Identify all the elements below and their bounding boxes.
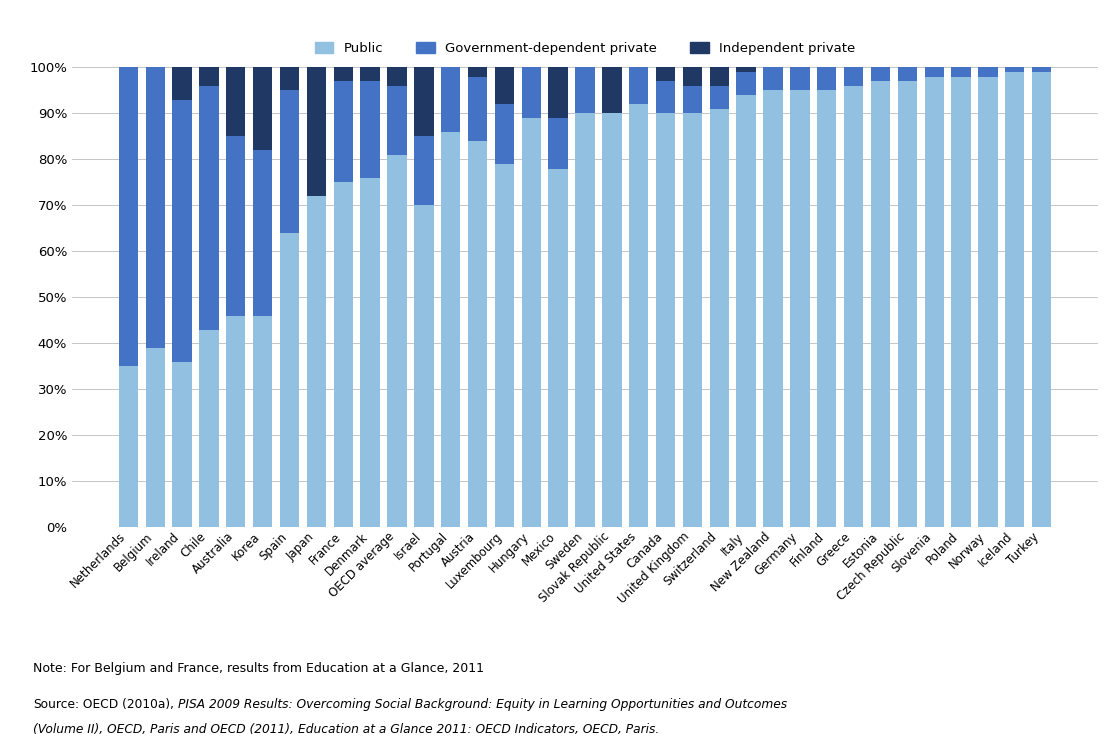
Bar <box>360 67 379 81</box>
Bar <box>871 81 891 527</box>
Text: Note: For Belgium and France, results from Education at a Glance, 2011: Note: For Belgium and France, results fr… <box>33 662 485 675</box>
Text: : OECD (2010a),: : OECD (2010a), <box>75 698 179 711</box>
Bar <box>602 113 621 527</box>
Bar <box>172 67 192 99</box>
Bar <box>226 67 245 136</box>
Bar <box>387 86 407 155</box>
Bar <box>119 367 138 527</box>
Bar <box>763 91 783 527</box>
Legend: Public, Government-dependent private, Independent private: Public, Government-dependent private, In… <box>309 37 861 61</box>
Bar <box>549 168 568 527</box>
Bar <box>279 67 299 91</box>
Bar <box>334 183 353 527</box>
Bar <box>307 67 326 196</box>
Bar <box>710 108 729 527</box>
Bar <box>200 86 218 330</box>
Bar <box>576 113 594 527</box>
Bar <box>844 86 863 527</box>
Bar <box>655 81 675 113</box>
Bar <box>602 67 621 113</box>
Bar <box>655 67 675 81</box>
Bar <box>172 99 192 362</box>
Bar <box>226 136 245 316</box>
Text: , OECD, Paris.: , OECD, Paris. <box>576 723 659 736</box>
Text: (Volume II), OECD, Paris and OECD (2011),: (Volume II), OECD, Paris and OECD (2011)… <box>33 723 298 736</box>
Bar <box>871 67 891 81</box>
Bar <box>925 67 944 76</box>
Bar <box>495 67 515 104</box>
Bar <box>576 67 594 113</box>
Bar <box>172 362 192 527</box>
Bar <box>279 91 299 233</box>
Bar <box>414 206 434 527</box>
Bar <box>200 67 218 86</box>
Bar <box>226 316 245 527</box>
Bar <box>145 67 165 348</box>
Bar <box>360 178 379 527</box>
Bar <box>791 67 810 91</box>
Bar <box>253 150 273 316</box>
Bar <box>119 67 138 367</box>
Bar <box>736 72 756 95</box>
Bar <box>495 164 515 527</box>
Bar <box>549 118 568 168</box>
Bar <box>629 67 649 104</box>
Bar <box>655 113 675 527</box>
Bar <box>468 76 487 141</box>
Bar <box>1005 72 1025 527</box>
Bar <box>387 67 407 86</box>
Bar <box>253 67 273 150</box>
Bar <box>629 104 649 527</box>
Bar <box>1005 67 1025 72</box>
Bar <box>468 67 487 76</box>
Bar <box>897 67 917 81</box>
Bar <box>414 67 434 136</box>
Bar <box>360 81 379 178</box>
Bar <box>791 91 810 527</box>
Bar <box>817 67 836 91</box>
Bar <box>1032 67 1051 72</box>
Bar <box>307 196 326 527</box>
Bar <box>521 67 541 118</box>
Bar <box>468 141 487 527</box>
Bar <box>279 233 299 527</box>
Bar <box>978 76 998 527</box>
Bar <box>710 67 729 86</box>
Bar <box>952 76 970 527</box>
Bar <box>844 67 863 86</box>
Bar <box>710 86 729 108</box>
Bar <box>1032 72 1051 527</box>
Text: PISA 2009 Results: Overcoming Social Background: Equity in Learning Opportunitie: PISA 2009 Results: Overcoming Social Bac… <box>179 698 787 711</box>
Bar <box>253 316 273 527</box>
Bar <box>334 67 353 81</box>
Bar <box>736 67 756 72</box>
Bar <box>441 132 460 527</box>
Bar <box>978 67 998 76</box>
Bar <box>334 81 353 183</box>
Bar <box>521 118 541 527</box>
Bar <box>414 136 434 206</box>
Bar <box>736 95 756 527</box>
Bar <box>897 81 917 527</box>
Text: Education at a Glance 2011: OECD Indicators: Education at a Glance 2011: OECD Indicat… <box>298 723 576 736</box>
Bar <box>441 67 460 132</box>
Bar <box>495 104 515 164</box>
Bar <box>952 67 970 76</box>
Bar <box>683 67 702 86</box>
Bar <box>925 76 944 527</box>
Bar <box>200 330 218 527</box>
Bar <box>387 155 407 527</box>
Bar <box>683 113 702 527</box>
Bar <box>549 67 568 118</box>
Bar <box>817 91 836 527</box>
Bar <box>763 67 783 91</box>
Bar <box>145 348 165 527</box>
Bar <box>683 86 702 113</box>
Text: Source: Source <box>33 698 75 711</box>
